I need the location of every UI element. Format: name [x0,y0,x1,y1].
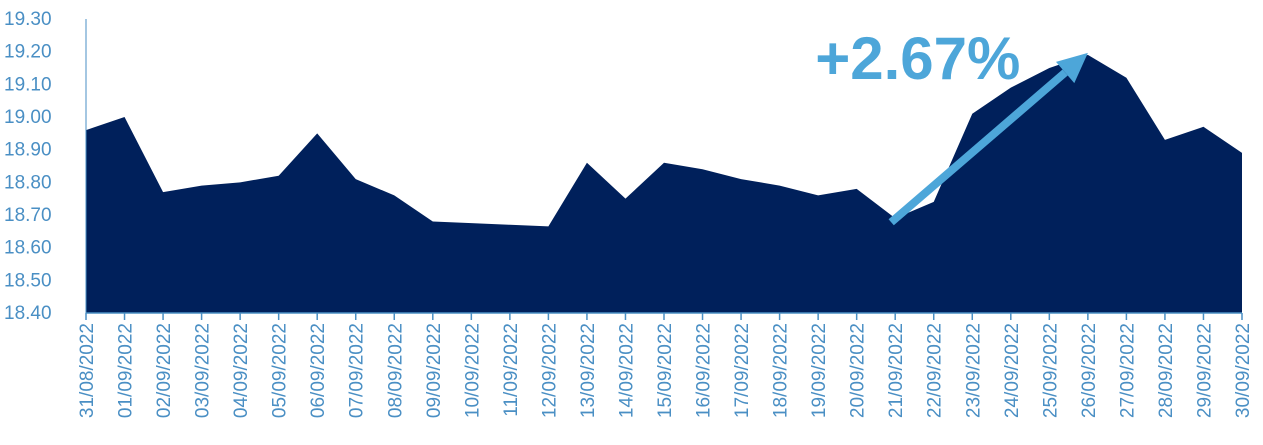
x-tick-label: 05/09/2022 [270,323,291,418]
x-tick-label: 01/09/2022 [116,323,137,418]
x-tick-label: 30/09/2022 [1233,323,1254,418]
x-tick-label: 28/09/2022 [1156,323,1177,418]
y-tick-label: 19.00 [4,107,52,128]
x-tick-label: 20/09/2022 [848,323,869,418]
x-tick-label: 22/09/2022 [925,323,946,418]
x-tick-label: 19/09/2022 [809,323,830,418]
x-tick-label: 21/09/2022 [886,323,907,418]
x-tick-label: 16/09/2022 [694,323,715,418]
annotation-label-halo: +2.67% [815,25,1020,92]
x-tick-label: 25/09/2022 [1040,323,1061,418]
y-tick-label: 18.40 [4,303,52,324]
x-tick-label: 27/09/2022 [1117,323,1138,418]
x-tick-label: 04/09/2022 [231,323,252,418]
x-tick-label: 03/09/2022 [193,323,214,418]
x-tick-label: 13/09/2022 [578,323,599,418]
annotation-label: +2.67% [815,25,1020,92]
y-tick-label: 18.80 [4,172,52,193]
x-tick-label: 15/09/2022 [655,323,676,418]
y-tick-label: 19.10 [4,74,52,95]
x-tick-label: 08/09/2022 [385,323,406,418]
x-tick-label: 14/09/2022 [616,323,637,418]
x-tick-label: 24/09/2022 [1002,323,1023,418]
x-tick-label: 18/09/2022 [771,323,792,418]
x-tick-label: 10/09/2022 [462,323,483,418]
x-tick-label: 12/09/2022 [539,323,560,418]
x-tick-label: 11/09/2022 [501,323,522,417]
x-tick-label: 02/09/2022 [154,323,175,418]
annotation-arrow-shaft [888,69,1068,226]
x-tick-label: 06/09/2022 [308,323,329,418]
y-tick-label: 18.50 [4,270,52,291]
x-tick-label: 29/09/2022 [1194,323,1215,418]
x-tick-label: 26/09/2022 [1079,323,1100,418]
x-tick-label: 09/09/2022 [424,323,445,418]
x-tick-label: 17/09/2022 [732,323,753,418]
x-tick-label: 23/09/2022 [963,323,984,418]
y-tick-label: 18.70 [4,205,52,226]
y-tick-label: 19.30 [4,9,52,30]
y-tick-label: 18.60 [4,238,52,259]
series-area [86,54,1242,314]
y-tick-label: 18.90 [4,140,52,161]
annotation-arrow-head [1056,52,1088,84]
x-tick-label: 31/08/2022 [77,323,98,418]
y-tick-label: 19.20 [4,42,52,63]
x-tick-label: 07/09/2022 [347,323,368,418]
